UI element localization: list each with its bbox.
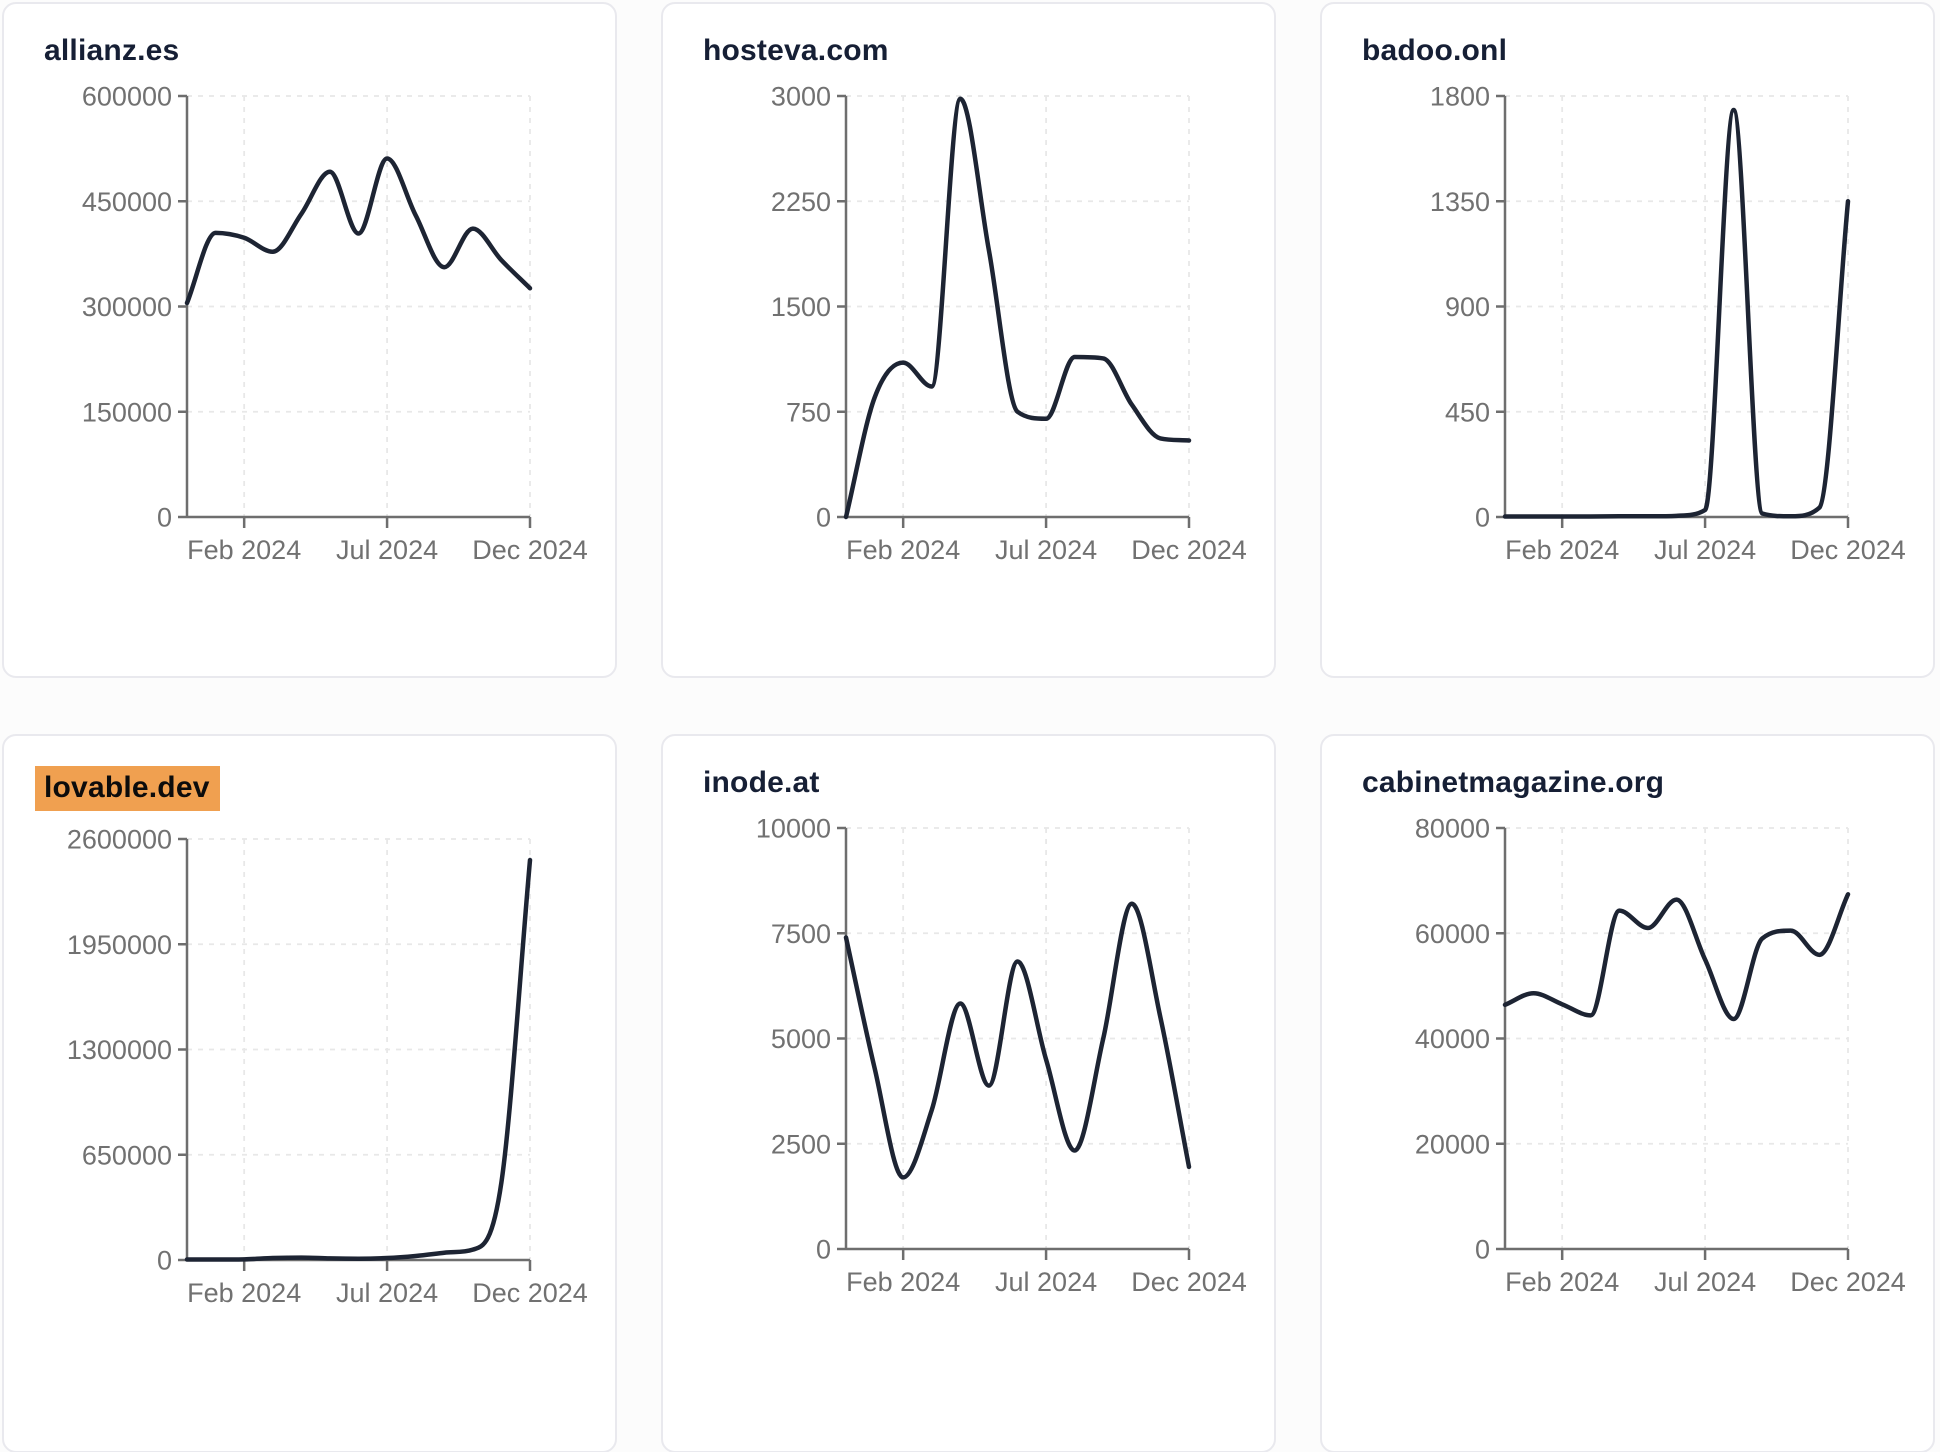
chart-wrap: 0 650000 1300000 1950000 2600000 Feb 2024 Jul … xyxy=(4,819,615,1374)
svg-text:Dec 2024: Dec 2024 xyxy=(472,535,588,565)
svg-text:Jul 2024: Jul 2024 xyxy=(336,1278,438,1308)
svg-text:450000: 450000 xyxy=(82,187,172,217)
svg-text:2600000: 2600000 xyxy=(67,825,172,855)
svg-text:40000: 40000 xyxy=(1415,1024,1490,1054)
svg-text:Jul 2024: Jul 2024 xyxy=(1654,1267,1756,1297)
svg-text:7500: 7500 xyxy=(771,919,831,949)
svg-text:Jul 2024: Jul 2024 xyxy=(1654,535,1756,565)
chart-card-badoo[interactable]: badoo.onl 0 450 900 1350 1800 Feb 2024 Jul 202… xyxy=(1320,2,1935,678)
svg-text:Dec 2024: Dec 2024 xyxy=(1131,535,1247,565)
svg-text:Feb 2024: Feb 2024 xyxy=(1505,1267,1619,1297)
svg-text:450: 450 xyxy=(1445,397,1490,427)
svg-text:80000: 80000 xyxy=(1415,814,1490,844)
svg-text:1500: 1500 xyxy=(771,292,831,322)
svg-text:10000: 10000 xyxy=(756,814,831,844)
svg-text:900: 900 xyxy=(1445,292,1490,322)
card-title: cabinetmagazine.org xyxy=(1362,766,1665,799)
chart-wrap: 0 150000 300000 450000 600000 Feb 2024 Jul 202… xyxy=(4,76,615,631)
line-chart: 0 2500 5000 7500 10000 Feb 2024 Jul 2024 Dec 20… xyxy=(756,814,1247,1298)
svg-text:Jul 2024: Jul 2024 xyxy=(995,535,1097,565)
svg-text:3000: 3000 xyxy=(771,82,831,112)
svg-text:1350: 1350 xyxy=(1430,187,1490,217)
svg-text:0: 0 xyxy=(1475,1235,1490,1265)
line-chart: 0 650000 1300000 1950000 2600000 Feb 2024 Jul … xyxy=(67,825,588,1309)
svg-text:0: 0 xyxy=(816,1235,831,1265)
svg-text:Dec 2024: Dec 2024 xyxy=(472,1278,588,1308)
svg-text:Feb 2024: Feb 2024 xyxy=(1505,535,1619,565)
svg-text:0: 0 xyxy=(157,1246,172,1276)
svg-text:650000: 650000 xyxy=(82,1140,172,1170)
card-title: inode.at xyxy=(703,766,820,799)
svg-text:Jul 2024: Jul 2024 xyxy=(995,1267,1097,1297)
svg-text:2500: 2500 xyxy=(771,1129,831,1159)
svg-text:150000: 150000 xyxy=(82,397,172,427)
svg-text:0: 0 xyxy=(816,503,831,533)
svg-text:750: 750 xyxy=(786,397,831,427)
chart-wrap: 0 2500 5000 7500 10000 Feb 2024 Jul 2024 Dec 20… xyxy=(663,808,1274,1363)
svg-text:Jul 2024: Jul 2024 xyxy=(336,535,438,565)
line-chart: 0 150000 300000 450000 600000 Feb 2024 Jul 202… xyxy=(82,82,588,566)
svg-text:600000: 600000 xyxy=(82,82,172,112)
svg-text:Feb 2024: Feb 2024 xyxy=(846,1267,960,1297)
svg-text:0: 0 xyxy=(157,503,172,533)
chart-card-lovable[interactable]: lovable.dev 0 650000 1300000 1950000 2600000… xyxy=(2,734,617,1452)
svg-text:1950000: 1950000 xyxy=(67,930,172,960)
svg-text:Feb 2024: Feb 2024 xyxy=(846,535,960,565)
chart-wrap: 0 20000 40000 60000 80000 Feb 2024 Jul 2024 Dec… xyxy=(1322,808,1933,1363)
card-title: hosteva.com xyxy=(703,34,889,67)
svg-text:2250: 2250 xyxy=(771,187,831,217)
card-title-highlighted: lovable.dev xyxy=(35,766,220,811)
chart-card-inode[interactable]: inode.at 0 2500 5000 7500 10000 Feb 2024 Jul 2… xyxy=(661,734,1276,1452)
svg-text:60000: 60000 xyxy=(1415,919,1490,949)
chart-card-allianz[interactable]: allianz.es 0 150000 300000 450000 600000 Feb … xyxy=(2,2,617,678)
svg-text:1800: 1800 xyxy=(1430,82,1490,112)
svg-text:Dec 2024: Dec 2024 xyxy=(1131,1267,1247,1297)
svg-text:Feb 2024: Feb 2024 xyxy=(187,1278,301,1308)
svg-text:Dec 2024: Dec 2024 xyxy=(1790,1267,1906,1297)
svg-text:300000: 300000 xyxy=(82,292,172,322)
chart-wrap: 0 450 900 1350 1800 Feb 2024 Jul 2024 Dec 2024 xyxy=(1322,76,1933,631)
svg-text:Feb 2024: Feb 2024 xyxy=(187,535,301,565)
svg-text:20000: 20000 xyxy=(1415,1129,1490,1159)
chart-wrap: 0 750 1500 2250 3000 Feb 2024 Jul 2024 Dec 2024 xyxy=(663,76,1274,631)
line-chart: 0 20000 40000 60000 80000 Feb 2024 Jul 2024 Dec… xyxy=(1415,814,1906,1298)
line-chart: 0 450 900 1350 1800 Feb 2024 Jul 2024 Dec 2024 xyxy=(1430,82,1906,566)
chart-card-hosteva[interactable]: hosteva.com 0 750 1500 2250 3000 Feb 2024 Jul … xyxy=(661,2,1276,678)
chart-card-cabinetmagazine[interactable]: cabinetmagazine.org 0 20000 40000 60000 8000… xyxy=(1320,734,1935,1452)
svg-text:Dec 2024: Dec 2024 xyxy=(1790,535,1906,565)
card-title: badoo.onl xyxy=(1362,34,1508,67)
svg-text:1300000: 1300000 xyxy=(67,1035,172,1065)
line-chart: 0 750 1500 2250 3000 Feb 2024 Jul 2024 Dec 2024 xyxy=(771,82,1247,566)
svg-text:0: 0 xyxy=(1475,503,1490,533)
svg-text:5000: 5000 xyxy=(771,1024,831,1054)
card-title: allianz.es xyxy=(44,34,180,67)
